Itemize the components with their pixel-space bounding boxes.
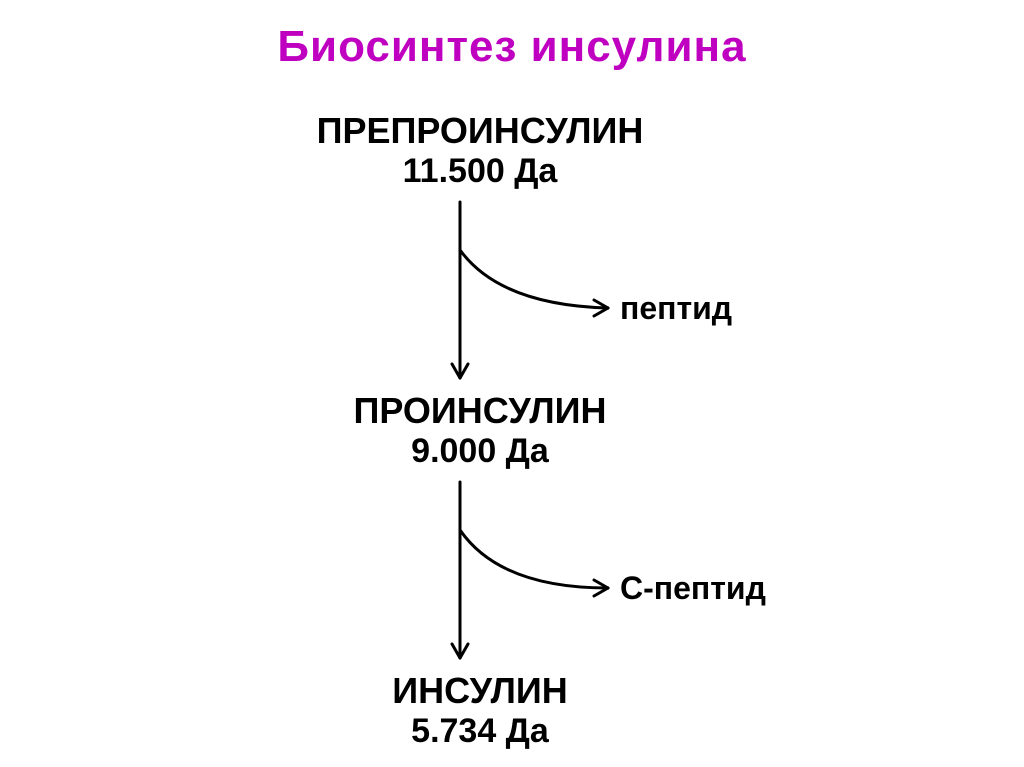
diagram-canvas: Биосинтез инсулина ПРЕПРОИНСУЛИН 11.500 … bbox=[0, 0, 1024, 767]
arrows-layer bbox=[0, 0, 1024, 767]
